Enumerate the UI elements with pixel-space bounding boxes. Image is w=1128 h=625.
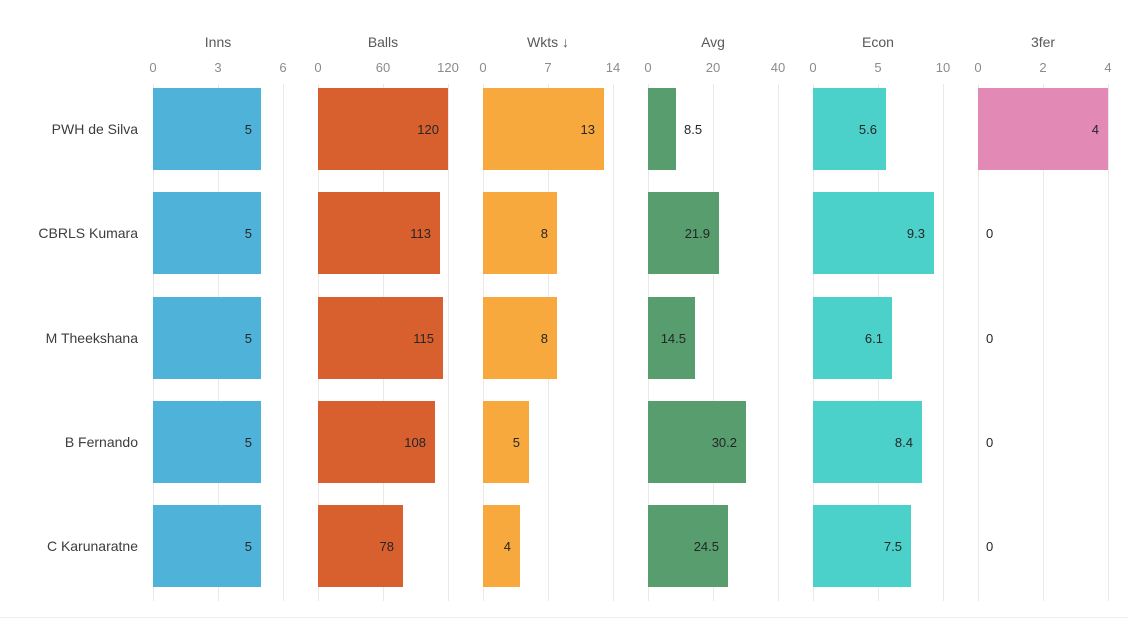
panel-3fer: 3fer 0 2 4 4 0 0 0 0 <box>974 0 1112 625</box>
bar-3fer-pwh-de-silva[interactable]: 4 <box>978 88 1108 170</box>
bar-wkts-m-theekshana[interactable]: 8 <box>483 297 557 379</box>
axis-tick-label: 40 <box>770 60 786 75</box>
bar-avg-b-fernando[interactable]: 30.2 <box>648 401 746 483</box>
axis-gridline <box>713 84 714 601</box>
axis-tick-label: 60 <box>375 60 391 75</box>
panel-avg: Avg 0 20 40 8.5 21.9 14.5 30.2 24.5 <box>644 0 785 625</box>
column-header-wkts[interactable]: Wkts ↓ <box>527 34 569 50</box>
axis-gridline <box>448 84 449 601</box>
column-header-avg[interactable]: Avg <box>701 34 725 50</box>
panel-balls: Balls 0 60 120 120 113 115 108 78 <box>314 0 459 625</box>
column-header-inns[interactable]: Inns <box>204 34 232 50</box>
axis-tick-label: 2 <box>1039 60 1047 75</box>
row-label-cbrls-kumara[interactable]: CBRLS Kumara <box>38 225 138 241</box>
axis-gridline <box>283 84 284 601</box>
axis-tick-label: 14 <box>605 60 621 75</box>
bar-inns-pwh-de-silva[interactable]: 5 <box>153 88 261 170</box>
axis-tick-label: 4 <box>1104 60 1112 75</box>
axis-gridline <box>613 84 614 601</box>
row-label-b-fernando[interactable]: B Fernando <box>64 434 138 450</box>
bar-balls-m-theekshana[interactable]: 115 <box>318 297 443 379</box>
bar-econ-m-theekshana[interactable]: 6.1 <box>813 297 892 379</box>
bar-balls-pwh-de-silva[interactable]: 120 <box>318 88 448 170</box>
bar-value-label: 0 <box>986 434 994 450</box>
axis-tick-label: 6 <box>279 60 287 75</box>
panel-econ: Econ 0 5 10 5.6 9.3 6.1 8.4 7.5 <box>809 0 950 625</box>
axis-gridline <box>943 84 944 601</box>
axis-tick-label: 0 <box>644 60 652 75</box>
axis-tick-label: 0 <box>149 60 157 75</box>
axis-gridline <box>778 84 779 601</box>
column-header-econ[interactable]: Econ <box>862 34 894 50</box>
bar-wkts-c-karunaratne[interactable]: 4 <box>483 505 520 587</box>
bar-avg-pwh-de-silva[interactable] <box>648 88 676 170</box>
bar-wkts-b-fernando[interactable]: 5 <box>483 401 529 483</box>
column-header-balls[interactable]: Balls <box>367 34 399 50</box>
bar-value-label: 0 <box>986 330 994 346</box>
bar-econ-b-fernando[interactable]: 8.4 <box>813 401 922 483</box>
row-label-c-karunaratne[interactable]: C Karunaratne <box>46 538 138 554</box>
bar-balls-b-fernando[interactable]: 108 <box>318 401 435 483</box>
panel-inns: Inns 0 3 6 5 5 5 5 5 <box>149 0 287 625</box>
bar-avg-cbrls-kumara[interactable]: 21.9 <box>648 192 719 274</box>
bar-value-label: 0 <box>986 538 994 554</box>
axis-gridline <box>1043 84 1044 601</box>
bar-value-label: 8.5 <box>684 121 703 137</box>
row-label-pwh-de-silva[interactable]: PWH de Silva <box>51 121 138 137</box>
chart-bottom-divider <box>0 617 1128 618</box>
bar-econ-pwh-de-silva[interactable]: 5.6 <box>813 88 886 170</box>
axis-tick-label: 0 <box>314 60 322 75</box>
axis-tick-label: 3 <box>214 60 222 75</box>
bar-econ-c-karunaratne[interactable]: 7.5 <box>813 505 911 587</box>
axis-tick-label: 0 <box>809 60 817 75</box>
bar-inns-m-theekshana[interactable]: 5 <box>153 297 261 379</box>
bar-inns-c-karunaratne[interactable]: 5 <box>153 505 261 587</box>
bar-balls-cbrls-kumara[interactable]: 113 <box>318 192 440 274</box>
axis-tick-label: 0 <box>479 60 487 75</box>
axis-gridline <box>978 84 979 601</box>
row-label-m-theekshana[interactable]: M Theekshana <box>45 330 138 346</box>
bar-avg-c-karunaratne[interactable]: 24.5 <box>648 505 728 587</box>
bar-wkts-cbrls-kumara[interactable]: 8 <box>483 192 557 274</box>
panel-wkts: Wkts ↓ 0 7 14 13 8 8 5 4 <box>479 0 620 625</box>
bar-inns-cbrls-kumara[interactable]: 5 <box>153 192 261 274</box>
bar-balls-c-karunaratne[interactable]: 78 <box>318 505 403 587</box>
axis-tick-label: 7 <box>544 60 552 75</box>
bar-avg-m-theekshana[interactable]: 14.5 <box>648 297 695 379</box>
axis-tick-label: 0 <box>974 60 982 75</box>
axis-tick-label: 10 <box>935 60 951 75</box>
axis-tick-label: 120 <box>437 60 459 75</box>
column-header-3fer[interactable]: 3fer <box>1030 34 1056 50</box>
axis-gridline <box>1108 84 1109 601</box>
bar-value-label: 0 <box>986 225 994 241</box>
bar-wkts-pwh-de-silva[interactable]: 13 <box>483 88 604 170</box>
axis-tick-label: 5 <box>874 60 882 75</box>
bar-inns-b-fernando[interactable]: 5 <box>153 401 261 483</box>
axis-tick-label: 20 <box>705 60 721 75</box>
bar-econ-cbrls-kumara[interactable]: 9.3 <box>813 192 934 274</box>
